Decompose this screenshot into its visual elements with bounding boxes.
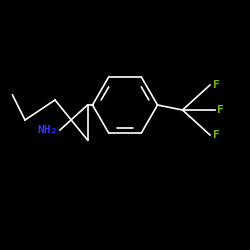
Text: F: F bbox=[218, 105, 224, 115]
Text: F: F bbox=[212, 130, 219, 140]
Text: NH₂: NH₂ bbox=[37, 125, 58, 135]
Text: F: F bbox=[212, 80, 219, 90]
